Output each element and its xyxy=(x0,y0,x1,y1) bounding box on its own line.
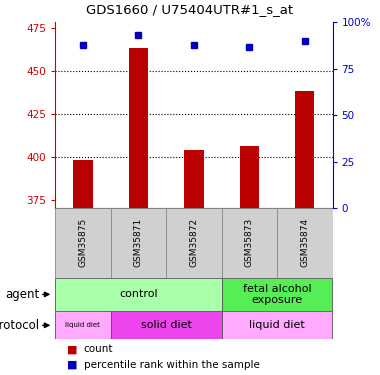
Bar xyxy=(55,311,111,339)
Text: liquid diet: liquid diet xyxy=(65,322,100,328)
Text: ■: ■ xyxy=(66,344,77,354)
Bar xyxy=(239,146,259,208)
Text: count: count xyxy=(84,344,113,354)
Text: control: control xyxy=(119,290,158,299)
Text: agent: agent xyxy=(6,288,40,301)
Bar xyxy=(55,278,222,311)
Bar xyxy=(222,278,332,311)
Bar xyxy=(73,160,93,208)
Bar xyxy=(128,48,148,208)
Text: ■: ■ xyxy=(66,360,77,370)
Text: GSM35872: GSM35872 xyxy=(189,218,198,267)
Bar xyxy=(111,311,222,339)
Text: liquid diet: liquid diet xyxy=(249,320,305,330)
Text: GSM35875: GSM35875 xyxy=(78,218,87,267)
Bar xyxy=(184,150,204,208)
Bar xyxy=(277,208,332,278)
Text: GSM35873: GSM35873 xyxy=(245,218,254,267)
Text: solid diet: solid diet xyxy=(141,320,192,330)
Bar xyxy=(111,208,166,278)
Bar xyxy=(166,208,222,278)
Text: percentile rank within the sample: percentile rank within the sample xyxy=(84,360,260,370)
Text: protocol: protocol xyxy=(0,319,40,332)
Bar xyxy=(295,91,315,208)
Bar xyxy=(55,208,111,278)
Text: GDS1660 / U75404UTR#1_s_at: GDS1660 / U75404UTR#1_s_at xyxy=(86,3,294,16)
Text: GSM35871: GSM35871 xyxy=(134,218,143,267)
Bar xyxy=(222,311,332,339)
Text: GSM35874: GSM35874 xyxy=(300,218,309,267)
Text: fetal alcohol
exposure: fetal alcohol exposure xyxy=(243,284,311,305)
Bar xyxy=(222,208,277,278)
